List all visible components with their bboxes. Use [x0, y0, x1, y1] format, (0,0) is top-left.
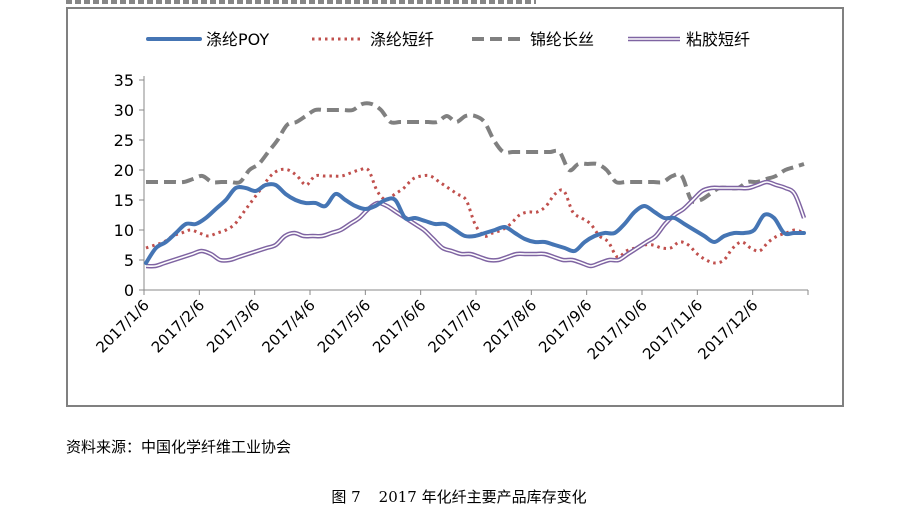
chart-legend: 涤纶POY 涤纶短纤 锦纶长丝 粘胶短纤 [146, 30, 750, 49]
y-tick-label: 15 [114, 191, 134, 210]
x-tick-label: 2017/8/6 [480, 296, 540, 356]
chart-series [144, 101, 807, 269]
chart-axes: 051015202530352017/1/62017/2/62017/3/620… [92, 71, 809, 363]
legend-item: 粘胶短纤 [628, 30, 750, 49]
series-line-0 [144, 182, 806, 265]
legend-item: 涤纶短纤 [312, 30, 434, 49]
x-tick-label: 2017/7/6 [424, 296, 484, 356]
legend-label: 涤纶短纤 [370, 30, 434, 49]
series-line-3 [145, 179, 807, 269]
x-tick-label: 2017/4/6 [258, 296, 318, 356]
x-tick-label: 2017/2/6 [148, 296, 208, 356]
x-tick-label: 2017/12/6 [694, 296, 761, 363]
source-note: 资料来源：中国化学纤维工业协会 [66, 438, 292, 456]
series-line-1 [145, 166, 805, 265]
figure-title: 2017 年化纤主要产品库存变化 [378, 488, 587, 506]
series-line-3-inner [145, 181, 805, 268]
figure-caption: 图 7 2017 年化纤主要产品库存变化 [0, 486, 918, 507]
legend-item: 涤纶POY [146, 30, 269, 49]
y-tick-label: 20 [114, 161, 134, 180]
figure-number: 图 7 [331, 488, 361, 506]
legend-label: 锦纶长丝 [530, 30, 594, 49]
chart-frame: 0 5 10 15 20 25 30 35 2017/1/6 2017/2/6 2017/3/6 20… [66, 7, 844, 407]
y-tick-label: 10 [114, 221, 134, 240]
y-tick-label: 25 [114, 131, 134, 150]
x-tick-label: 2017/5/6 [314, 296, 374, 356]
y-tick-label: 5 [124, 251, 134, 270]
x-tick-label: 2017/1/6 [92, 296, 152, 356]
legend-label: 涤纶POY [206, 30, 269, 49]
series-0 [144, 182, 806, 265]
series-1 [145, 166, 805, 265]
legend-item: 锦纶长丝 [472, 30, 594, 49]
y-tick-label: 0 [124, 281, 134, 300]
legend-label: 粘胶短纤 [686, 30, 750, 49]
series-3 [145, 179, 807, 269]
y-tick-label: 30 [114, 101, 134, 120]
x-tick-label: 2017/3/6 [203, 296, 263, 356]
clipped-text-strip [66, 0, 536, 4]
x-tick-label: 2017/6/6 [369, 296, 429, 356]
line-chart: 051015202530352017/1/62017/2/62017/3/620… [92, 30, 809, 363]
y-tick-label: 35 [114, 71, 134, 90]
